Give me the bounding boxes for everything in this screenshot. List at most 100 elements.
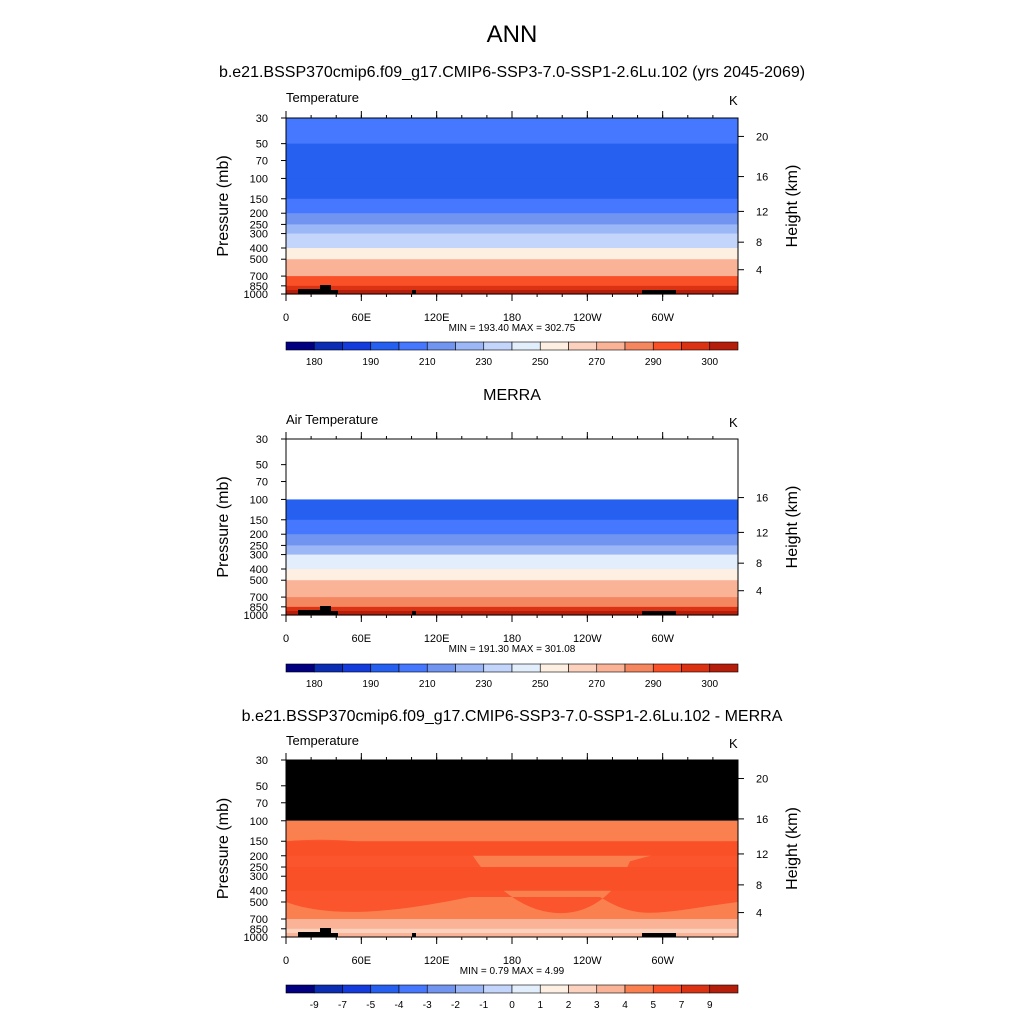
colorbar-label: 5 xyxy=(650,1000,656,1011)
colorbar-label: 250 xyxy=(532,357,549,368)
y-tick-label: 150 xyxy=(250,194,268,206)
colorbar-swatch xyxy=(624,984,654,994)
colorbar-swatch xyxy=(568,341,598,351)
y-tick-label: 100 xyxy=(250,173,268,185)
x-tick-label: 0 xyxy=(283,312,289,324)
colorbar-label: 190 xyxy=(362,357,379,368)
y-tick-label: 700 xyxy=(250,271,268,283)
colorbar-label: -1 xyxy=(479,1000,488,1011)
colorbar-swatch xyxy=(511,663,541,673)
panel-2-units: K xyxy=(729,415,738,430)
colorbar-label: 300 xyxy=(701,679,718,690)
y-tick-label: 500 xyxy=(250,254,268,266)
colorbar-label: 9 xyxy=(707,1000,713,1011)
y-tick-label: 300 xyxy=(250,229,268,241)
y-tick-label: 400 xyxy=(250,886,268,898)
colorbar-swatch xyxy=(709,663,739,673)
colorbar-swatch xyxy=(568,984,598,994)
colorbar-swatch xyxy=(681,984,711,994)
contour-band xyxy=(286,276,738,287)
colorbar-swatch xyxy=(681,663,711,673)
colorbar-swatch xyxy=(398,663,428,673)
y-tick-label: 150 xyxy=(250,515,268,527)
y-tick-label: 200 xyxy=(250,208,268,220)
y-tick-label: 400 xyxy=(250,243,268,255)
topography-mask xyxy=(331,290,338,294)
y-tick-label: 250 xyxy=(250,540,268,552)
colorbar-swatch xyxy=(681,341,711,351)
colorbar-label: 4 xyxy=(622,1000,628,1011)
colorbar-swatch xyxy=(539,984,569,994)
contour-band xyxy=(286,569,738,581)
colorbar-swatch xyxy=(370,341,400,351)
contour-band xyxy=(286,554,738,570)
panel-2-variable-label: Air Temperature xyxy=(286,412,379,427)
colorbar-swatch xyxy=(624,663,654,673)
x-tick-label: 180 xyxy=(503,955,521,967)
y-tick-label: 200 xyxy=(250,529,268,541)
y-tick-label: 70 xyxy=(256,477,268,489)
colorbar-swatch xyxy=(709,984,739,994)
y-axis-title: Pressure (mb) xyxy=(215,476,232,577)
x-tick-label: 60W xyxy=(651,955,674,967)
contour-band xyxy=(286,534,738,547)
colorbar-label: -2 xyxy=(451,1000,460,1011)
y-tick-label: 50 xyxy=(256,139,268,151)
topography-mask xyxy=(412,611,416,615)
colorbar-label: -5 xyxy=(366,1000,375,1011)
contour-band xyxy=(286,580,738,598)
colorbar-swatch xyxy=(652,341,682,351)
topography-mask xyxy=(642,290,676,294)
contour-band xyxy=(286,519,738,535)
x-tick-label: 60E xyxy=(352,955,372,967)
y2-tick-label: 8 xyxy=(756,558,762,570)
x-tick-label: 60W xyxy=(651,312,674,324)
x-tick-label: 120W xyxy=(573,312,602,324)
x-tick-label: 60E xyxy=(352,633,372,645)
colorbar-label: 300 xyxy=(701,357,718,368)
contour-band xyxy=(286,233,738,249)
x-tick-label: 120W xyxy=(573,633,602,645)
y2-tick-label: 8 xyxy=(756,237,762,249)
contour-band xyxy=(286,597,738,608)
colorbar-label: 270 xyxy=(588,679,605,690)
colorbar-swatch xyxy=(596,984,626,994)
colorbar-label: -9 xyxy=(310,1000,319,1011)
contour-band xyxy=(286,224,738,235)
panel-1-units: K xyxy=(729,93,738,108)
colorbar-swatch xyxy=(313,984,343,994)
y2-tick-label: 4 xyxy=(756,586,762,598)
contour-band xyxy=(286,855,738,868)
panel-3-variable-label: Temperature xyxy=(286,733,359,748)
y-tick-label: 150 xyxy=(250,836,268,848)
colorbar-swatch xyxy=(652,663,682,673)
missing-data-region xyxy=(286,760,738,821)
y2-tick-label: 16 xyxy=(756,493,768,505)
topography-mask xyxy=(320,928,331,937)
colorbar-swatch xyxy=(313,341,343,351)
colorbar-swatch xyxy=(398,341,428,351)
colorbar-label: 270 xyxy=(588,357,605,368)
min-max-stats: MIN = 191.30 MAX = 301.08 xyxy=(449,644,576,655)
contour-band xyxy=(286,290,738,294)
topography-mask xyxy=(320,285,331,294)
colorbar-swatch xyxy=(313,663,343,673)
y2-tick-label: 20 xyxy=(756,774,768,786)
colorbar-label: 7 xyxy=(679,1000,685,1011)
x-tick-label: 180 xyxy=(503,633,521,645)
y2-tick-label: 8 xyxy=(756,880,762,892)
topography-mask xyxy=(298,932,322,937)
contour-band xyxy=(286,611,738,615)
y-tick-label: 50 xyxy=(256,781,268,793)
y-tick-label: 400 xyxy=(250,564,268,576)
colorbar-label: 180 xyxy=(306,357,323,368)
y-tick-label: 1000 xyxy=(244,289,268,301)
colorbar-label: 230 xyxy=(475,357,492,368)
y2-tick-label: 16 xyxy=(756,172,768,184)
contour-band xyxy=(286,545,738,556)
y-tick-label: 850 xyxy=(250,281,268,293)
y2-axis-title: Height (km) xyxy=(784,486,801,569)
colorbar-swatch xyxy=(539,341,569,351)
colorbar-label: 250 xyxy=(532,679,549,690)
y-tick-label: 300 xyxy=(250,550,268,562)
